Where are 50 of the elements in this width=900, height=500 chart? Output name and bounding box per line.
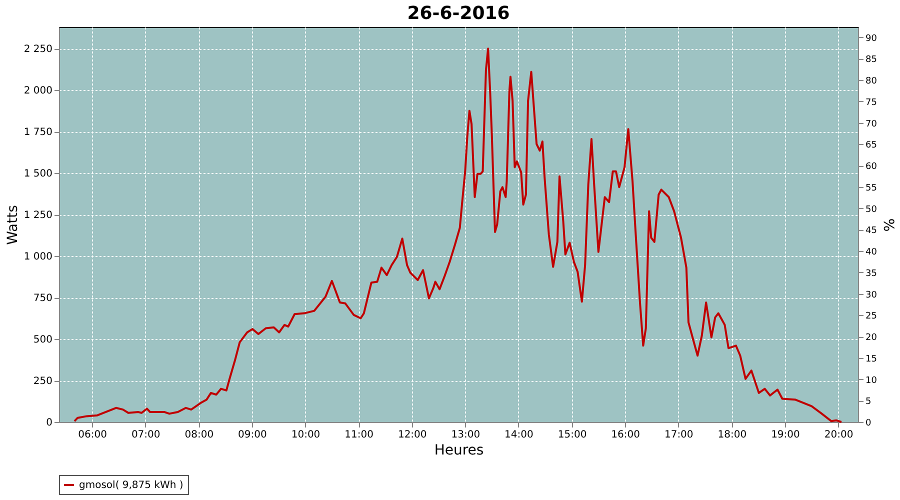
y-tick-label: 500 xyxy=(33,334,52,346)
x-tick-label: 07:00 xyxy=(131,430,160,440)
x-tick-label: 18:00 xyxy=(718,430,747,440)
y2-tick-label: 25 xyxy=(866,312,877,322)
y2-tick-label: 50 xyxy=(866,204,878,215)
y2-tick-label: 60 xyxy=(866,162,878,172)
y2-tick-label: 0 xyxy=(866,418,872,428)
y2-tick-label: 75 xyxy=(866,98,877,108)
y2-tick-label: 65 xyxy=(866,140,877,151)
y-tick-label: 0 xyxy=(46,418,52,428)
y2-tick-label: 45 xyxy=(866,226,877,236)
y2-tick-label: 70 xyxy=(866,119,878,130)
y2-tick-label: 10 xyxy=(866,376,878,386)
y2-axis-title: % xyxy=(880,218,896,232)
x-tick-label: 19:00 xyxy=(771,430,800,440)
x-tick-label: 14:00 xyxy=(504,430,534,440)
y-tick-label: 1 750 xyxy=(24,127,52,138)
y-tick-label: 1 000 xyxy=(24,252,52,263)
y2-tick-label: 90 xyxy=(866,34,878,44)
y-tick-label: 1 500 xyxy=(24,168,52,180)
y-tick-label: 2 000 xyxy=(24,86,52,97)
x-tick-label: 20:00 xyxy=(824,430,854,440)
x-axis-title: Heures xyxy=(434,442,484,458)
y2-tick-label: 40 xyxy=(866,248,878,258)
x-tick-label: 08:00 xyxy=(184,430,214,440)
line-series xyxy=(73,48,842,423)
x-tick-label: 16:00 xyxy=(611,430,640,440)
y2-tick-label: 30 xyxy=(866,290,878,300)
x-tick-label: 13:00 xyxy=(451,430,480,440)
x-tick-label: 09:00 xyxy=(238,430,267,440)
x-tick-label: 10:00 xyxy=(291,430,320,440)
x-tick-label: 06:00 xyxy=(78,430,107,440)
x-tick-label: 17:00 xyxy=(664,430,694,440)
y-tick-label: 2 250 xyxy=(24,44,52,56)
y2-tick-label: 55 xyxy=(866,183,877,194)
legend-label: gmosol( 9,875 kWh ) xyxy=(79,480,184,491)
x-tick-label: 12:00 xyxy=(398,430,427,440)
y2-tick-label: 35 xyxy=(866,268,877,279)
y-tick-label: 750 xyxy=(33,293,52,304)
y2-tick-label: 20 xyxy=(866,333,878,343)
x-tick-label: 11:00 xyxy=(344,430,374,440)
y2-tick-label: 85 xyxy=(866,55,877,66)
y2-tick-label: 5 xyxy=(866,397,872,408)
y-tick-label: 250 xyxy=(33,376,52,388)
y-axis-title: Watts xyxy=(4,205,21,245)
x-tick-label: 15:00 xyxy=(558,430,587,440)
y-tick-label: 1 250 xyxy=(24,210,52,222)
y2-tick-label: 80 xyxy=(866,76,878,87)
y2-tick-label: 15 xyxy=(866,354,877,364)
chart-title: 26-6-2016 xyxy=(407,3,510,24)
